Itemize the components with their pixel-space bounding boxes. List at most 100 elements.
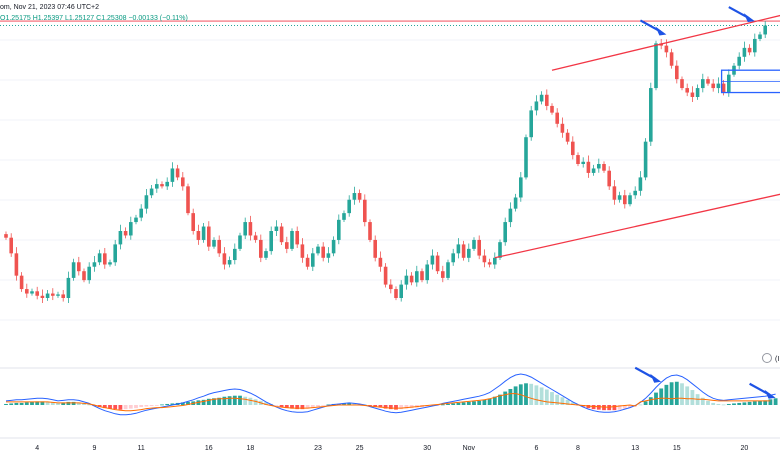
candle-body — [695, 88, 700, 97]
histogram-bar — [128, 405, 133, 409]
histogram-bar — [123, 405, 128, 410]
candle-body — [56, 294, 60, 296]
candle-body — [503, 222, 507, 243]
histogram-bar — [108, 405, 112, 409]
channel-lines[interactable] — [494, 12, 780, 259]
channel-line — [494, 193, 780, 259]
candle-body — [118, 231, 123, 245]
candle-body — [196, 231, 201, 240]
candle-body — [628, 195, 632, 205]
histogram-bar — [482, 399, 487, 405]
candle-body — [368, 222, 372, 240]
histogram-bar — [456, 402, 461, 405]
candle-body — [747, 47, 752, 53]
candle-body — [389, 284, 393, 290]
histogram-bar — [690, 390, 695, 405]
histogram-bar — [373, 405, 378, 407]
time-axis: 4 9 11 16 18 23 25 30 Nov 6 8 13 15 20 — [35, 445, 748, 452]
ohlc-readout: O1.25175 H1.25397 L1.25127 C1.25308 −0.0… — [0, 15, 188, 22]
histogram-bar — [71, 401, 76, 405]
x-tick-label: 16 — [205, 445, 213, 452]
candle-body — [461, 244, 466, 258]
histogram-bar — [669, 382, 674, 405]
histogram-bar — [550, 392, 554, 405]
histogram-bar — [503, 391, 508, 405]
histogram-bar — [466, 401, 471, 405]
candle-body — [477, 239, 481, 256]
consolidation-zone[interactable] — [720, 69, 780, 94]
candle-body — [701, 79, 705, 89]
histogram-bar — [643, 401, 648, 405]
candle-body — [581, 161, 585, 164]
candle-body — [259, 239, 263, 258]
candle-body — [399, 284, 403, 298]
x-tick-label: Nov — [463, 445, 476, 452]
histogram-bar — [113, 405, 118, 410]
histogram-bar — [539, 387, 544, 405]
histogram-bar — [232, 395, 237, 405]
symbol-header: om, Nov 21, 2023 07:46 UTC+2 — [0, 4, 99, 11]
candle-body — [201, 226, 206, 240]
histogram-bar — [513, 386, 518, 405]
histogram-bar — [35, 401, 40, 405]
candle-body — [763, 25, 767, 35]
candle-body — [175, 168, 180, 178]
candle-body — [420, 271, 424, 281]
candle-body — [331, 239, 336, 254]
candle-body — [441, 271, 445, 278]
histogram-bar — [737, 402, 742, 405]
candle-body — [493, 257, 497, 265]
candle-body — [108, 262, 112, 265]
histogram-bar — [451, 403, 456, 405]
candle-body — [51, 293, 55, 296]
histogram-bar — [134, 405, 138, 409]
histogram-bar — [742, 402, 747, 405]
histogram-bar — [212, 398, 216, 405]
candle-body — [87, 266, 91, 281]
histogram-bar — [201, 399, 206, 405]
x-tick-label: 8 — [576, 445, 580, 452]
candle-body — [326, 253, 331, 258]
histogram-bar — [279, 405, 284, 408]
candle-body — [71, 262, 76, 278]
histogram-bar — [388, 405, 393, 410]
histogram-bar — [264, 402, 268, 405]
candle-body — [435, 255, 440, 272]
histogram-bar — [732, 403, 736, 405]
candles — [4, 21, 767, 304]
candle-body — [155, 184, 159, 189]
histogram-bar — [326, 404, 331, 406]
candle-body — [77, 262, 81, 272]
histogram-bar — [383, 405, 388, 409]
candle-body — [638, 177, 643, 191]
candle-body — [321, 246, 325, 258]
x-tick-label: 18 — [247, 445, 255, 452]
candle-body — [92, 262, 97, 267]
candle-body — [222, 253, 227, 265]
candle-body — [186, 186, 190, 214]
histogram-bar — [409, 405, 414, 409]
candle-body — [123, 231, 128, 236]
candle-body — [446, 262, 450, 278]
histogram-bar — [404, 405, 409, 409]
candle-body — [134, 217, 138, 223]
histogram-bar — [758, 400, 762, 405]
histogram-bar — [529, 383, 534, 405]
candle-body — [383, 266, 388, 285]
macd-line — [5, 373, 776, 416]
candle-body — [61, 294, 65, 298]
histogram-bar — [222, 396, 227, 405]
indicator-badge[interactable]: (I — [762, 353, 780, 364]
histogram-bar — [45, 401, 50, 405]
histogram-bar — [700, 397, 705, 405]
candle-body — [519, 177, 523, 198]
candle-body — [165, 181, 169, 187]
arrow-head — [650, 373, 662, 383]
histogram-bar — [612, 405, 617, 411]
horizontal-levels[interactable] — [0, 0, 780, 22]
candle-body — [253, 235, 258, 240]
histogram-bar — [154, 405, 159, 406]
badge-label: (I — [775, 356, 779, 363]
grid — [0, 39, 780, 321]
